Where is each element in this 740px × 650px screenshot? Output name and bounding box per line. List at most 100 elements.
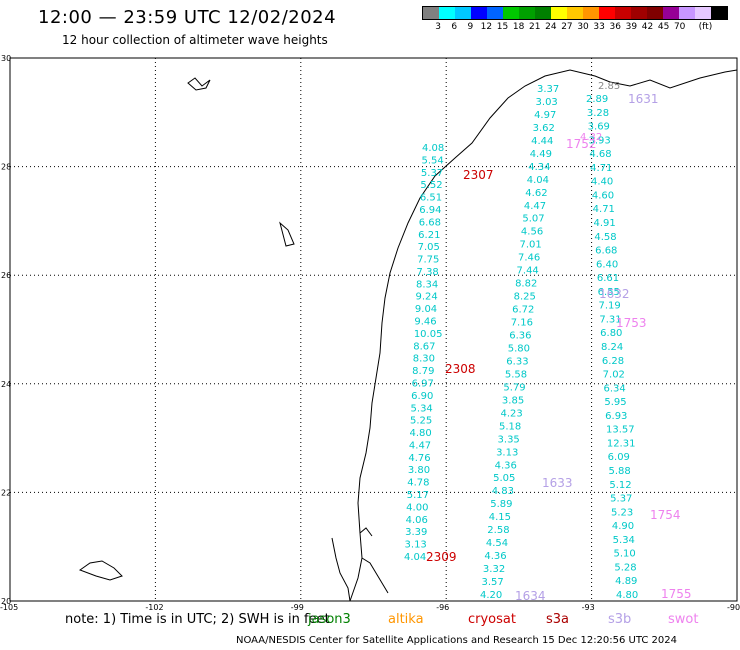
legend-label: 42 (641, 22, 654, 32)
wave-height-value: 3.32 (483, 564, 505, 575)
wave-height-value: 7.38 (417, 267, 439, 278)
lat-label: 22 (1, 488, 11, 497)
wave-height-value: 6.36 (509, 331, 531, 342)
wave-height-value: 6.90 (411, 391, 433, 402)
mission-label-s3b: s3b (608, 612, 632, 627)
page-subtitle: 12 hour collection of altimeter wave hei… (62, 33, 328, 47)
wave-height-value: 5.54 (421, 155, 443, 166)
note-text: note: 1) Time is in UTC; 2) SWH is in fe… (65, 612, 330, 627)
wave-height-value: 5.23 (611, 507, 633, 518)
wave-height-value: 3.35 (498, 434, 520, 445)
wave-height-value: 4.36 (484, 551, 506, 562)
legend-swatch (615, 7, 631, 19)
wave-height-value: 5.34 (613, 535, 635, 546)
legend-swatch (647, 7, 663, 19)
legend-label: 24 (545, 22, 557, 32)
pass-time-label: 1633 (542, 476, 573, 490)
lon-label: -93 (582, 603, 595, 612)
wave-height-value: 5.58 (505, 369, 527, 380)
mission-label-s3a: s3a (546, 612, 570, 627)
legend-swatch (695, 7, 711, 19)
wave-height-value: 4.23 (500, 408, 522, 419)
wave-height-value: 3.80 (408, 465, 430, 476)
wave-height-value: 4.78 (407, 478, 429, 489)
wave-height-value: 4.47 (409, 440, 431, 451)
wave-height-value: 5.17 (407, 490, 429, 501)
pass-time-label: 1631 (628, 92, 659, 106)
wave-height-value: 8.25 (514, 292, 536, 303)
wave-height-value: 5.88 (609, 466, 631, 477)
wave-height-value: 6.97 (412, 378, 434, 389)
wave-height-value: 4.97 (534, 110, 556, 121)
pass-time-label: 1632 (599, 287, 630, 301)
pass-time-label: 2.85 (598, 81, 620, 92)
pass-time-label: 1753 (616, 316, 647, 330)
wave-height-value: 6.51 (420, 193, 442, 204)
wave-height-value: 4.44 (531, 136, 553, 147)
lat-label: 24 (1, 380, 11, 389)
wave-height-value: 4.36 (495, 460, 517, 471)
page-title: 12:00 — 23:59 UTC 12/02/2024 (38, 7, 337, 28)
wave-height-value: 7.05 (418, 242, 440, 253)
legend-swatch (567, 7, 583, 19)
wave-height-value: 6.61 (597, 273, 619, 284)
wave-height-value: 3.57 (481, 577, 503, 588)
wave-height-value: 6.93 (605, 411, 627, 422)
lake-outline (187, 77, 211, 91)
wave-height-value: 4.04 (404, 552, 426, 563)
wave-height-value: 3.28 (587, 108, 609, 119)
wave-height-value: 4.56 (521, 227, 543, 238)
wave-height-value: 5.80 (508, 343, 530, 354)
legend-swatch (519, 7, 535, 19)
wave-height-value: 2.58 (487, 525, 509, 536)
lon-label: -96 (436, 603, 449, 612)
lat-label: 20 (1, 597, 11, 606)
wave-height-value: 4.91 (594, 218, 616, 229)
legend-swatch (711, 7, 727, 19)
pass-time-label: 1755 (661, 587, 692, 601)
legend-label: 12 (480, 22, 493, 32)
legend-label: 18 (512, 22, 525, 32)
lon-label: -102 (145, 603, 163, 612)
wave-height-value: 7.75 (417, 255, 439, 266)
legend-label: 30 (577, 22, 589, 32)
wave-height-value: 5.37 (610, 494, 632, 505)
wave-height-value: 5.18 (499, 421, 521, 432)
wave-height-value: 6.28 (602, 356, 624, 367)
lat-label: 30 (1, 54, 11, 63)
lake-outline (279, 221, 295, 247)
pass-time-label: 4.32 (580, 132, 602, 143)
wave-height-value: 4.80 (616, 590, 638, 601)
legend-label: 39 (625, 22, 638, 32)
legend-label: (ft) (698, 22, 713, 32)
wave-height-value: 8.34 (416, 279, 438, 290)
wave-height-value: 8.30 (413, 354, 435, 365)
wave-height-value: 7.31 (599, 314, 621, 325)
wave-height-value: 5.28 (614, 562, 636, 573)
island-outline (78, 560, 123, 581)
pass-time-label: 2308 (445, 362, 476, 376)
legend-swatch (535, 7, 551, 19)
wave-height-value: 6.21 (418, 230, 440, 241)
lon-label: -105 (0, 603, 18, 612)
wave-height-value: 3.03 (536, 97, 558, 108)
wave-height-value: 5.37 (421, 168, 443, 179)
lat-label: 26 (1, 271, 11, 280)
wave-height-value: 7.01 (519, 240, 541, 251)
legend-swatch (455, 7, 471, 19)
wave-height-value: 5.34 (411, 403, 433, 414)
wave-height-value: 10.05 (414, 329, 443, 340)
wave-height-value: 6.72 (512, 305, 534, 316)
wave-height-value: 3.69 (588, 122, 610, 133)
wave-height-value: 6.80 (600, 328, 622, 339)
coastline (349, 69, 738, 602)
wave-height-value: 3.13 (405, 540, 427, 551)
legend-label: 27 (561, 22, 573, 32)
wave-height-value: 6.68 (419, 217, 441, 228)
wave-height-value: 7.46 (518, 253, 540, 264)
map-panel: 30 28 26 24 22 20 -105 -102 -99 -96 -93 -90 4.08 5.54… (0, 54, 740, 612)
wave-height-value: 5.79 (503, 382, 525, 393)
wave-height-value: 4.68 (589, 149, 611, 160)
legend-label: 21 (529, 22, 541, 32)
map-canvas: 30 28 26 24 22 20-105 -102 -99 -96 -93 -90 4.085.54… (0, 54, 740, 612)
